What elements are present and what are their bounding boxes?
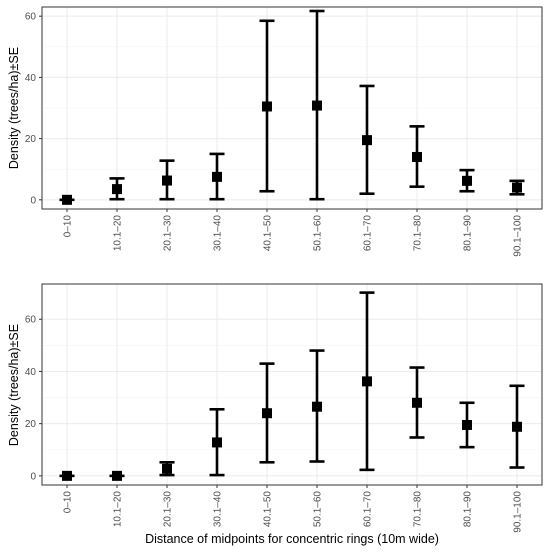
y-tick-label: 40 — [25, 73, 37, 84]
y-tick-label: 0 — [30, 195, 36, 206]
mean-point — [512, 421, 522, 432]
bottom-panel-background — [42, 284, 542, 485]
top-y-axis-title: Density (trees/ha)±SE — [7, 47, 21, 169]
x-tick-label: 50.1–60 — [313, 491, 324, 528]
mean-point — [112, 184, 122, 195]
x-tick-label: 40.1–50 — [263, 491, 274, 528]
mean-point — [362, 376, 372, 387]
mean-point — [62, 194, 72, 205]
top-panel: 0 20 40 60 0–10 10.1–20 20.1–30 30.1–40 40.1–50 5… — [7, 6, 543, 257]
x-tick-label: 20.1–30 — [163, 491, 174, 528]
x-tick-label: 40.1–50 — [263, 215, 274, 252]
x-tick-label: 80.1–90 — [463, 215, 474, 252]
bottom-y-axis-title: Density (trees/ha)±SE — [7, 324, 21, 446]
y-tick-label: 60 — [25, 315, 37, 326]
mean-point — [412, 151, 422, 162]
top-panel-marks — [59, 9, 525, 205]
mean-point — [162, 463, 172, 474]
x-tick-label: 60.1–70 — [363, 491, 374, 528]
x-tick-label: 30.1–40 — [213, 215, 224, 252]
x-tick-label: 80.1–90 — [463, 491, 474, 528]
mean-point — [112, 470, 122, 481]
mean-point — [462, 419, 472, 430]
bottom-panel-marks — [59, 291, 525, 481]
x-tick-label: 60.1–70 — [363, 215, 374, 252]
mean-point — [512, 182, 522, 193]
y-tick-label: 20 — [25, 419, 37, 430]
top-panel-border — [41, 6, 543, 210]
top-panel-axes: 0 20 40 60 0–10 10.1–20 20.1–30 30.1–40 40.1–50 5… — [25, 12, 524, 257]
x-tick-label: 30.1–40 — [213, 491, 224, 528]
y-tick-label: 0 — [30, 471, 36, 482]
y-tick-label: 60 — [25, 12, 37, 23]
mean-point — [262, 101, 272, 112]
x-tick-label: 90.1–100 — [513, 215, 524, 257]
x-tick-label: 70.1–80 — [413, 215, 424, 252]
x-tick-label: 50.1–60 — [313, 215, 324, 252]
mean-point — [312, 100, 322, 111]
bottom-x-axis-title: Distance of midpoints for concentric rin… — [145, 532, 439, 546]
bottom-panel-border — [41, 283, 543, 486]
x-tick-label: 10.1–20 — [113, 215, 124, 252]
mean-point — [162, 175, 172, 186]
mean-point — [412, 397, 422, 408]
x-tick-label: 20.1–30 — [163, 215, 174, 252]
mean-point — [212, 437, 222, 448]
mean-point — [262, 408, 272, 419]
mean-point — [462, 175, 472, 186]
x-tick-label: 0–10 — [63, 215, 74, 238]
x-tick-label: 10.1–20 — [113, 491, 124, 528]
x-tick-label: 70.1–80 — [413, 491, 424, 528]
x-tick-label: 90.1–100 — [513, 491, 524, 533]
x-tick-label: 0–10 — [63, 491, 74, 514]
mean-point — [362, 135, 372, 146]
bottom-panel-axes: 0 20 40 60 0–10 10.1–20 20.1–30 30.1–40 40.1–50 5… — [25, 315, 524, 533]
bottom-panel: 0 20 40 60 0–10 10.1–20 20.1–30 30.1–40 40.1–50 5… — [7, 283, 543, 546]
y-tick-label: 20 — [25, 134, 37, 145]
mean-point — [212, 171, 222, 182]
y-tick-label: 40 — [25, 367, 37, 378]
mean-point — [312, 401, 322, 412]
mean-point — [62, 470, 72, 481]
